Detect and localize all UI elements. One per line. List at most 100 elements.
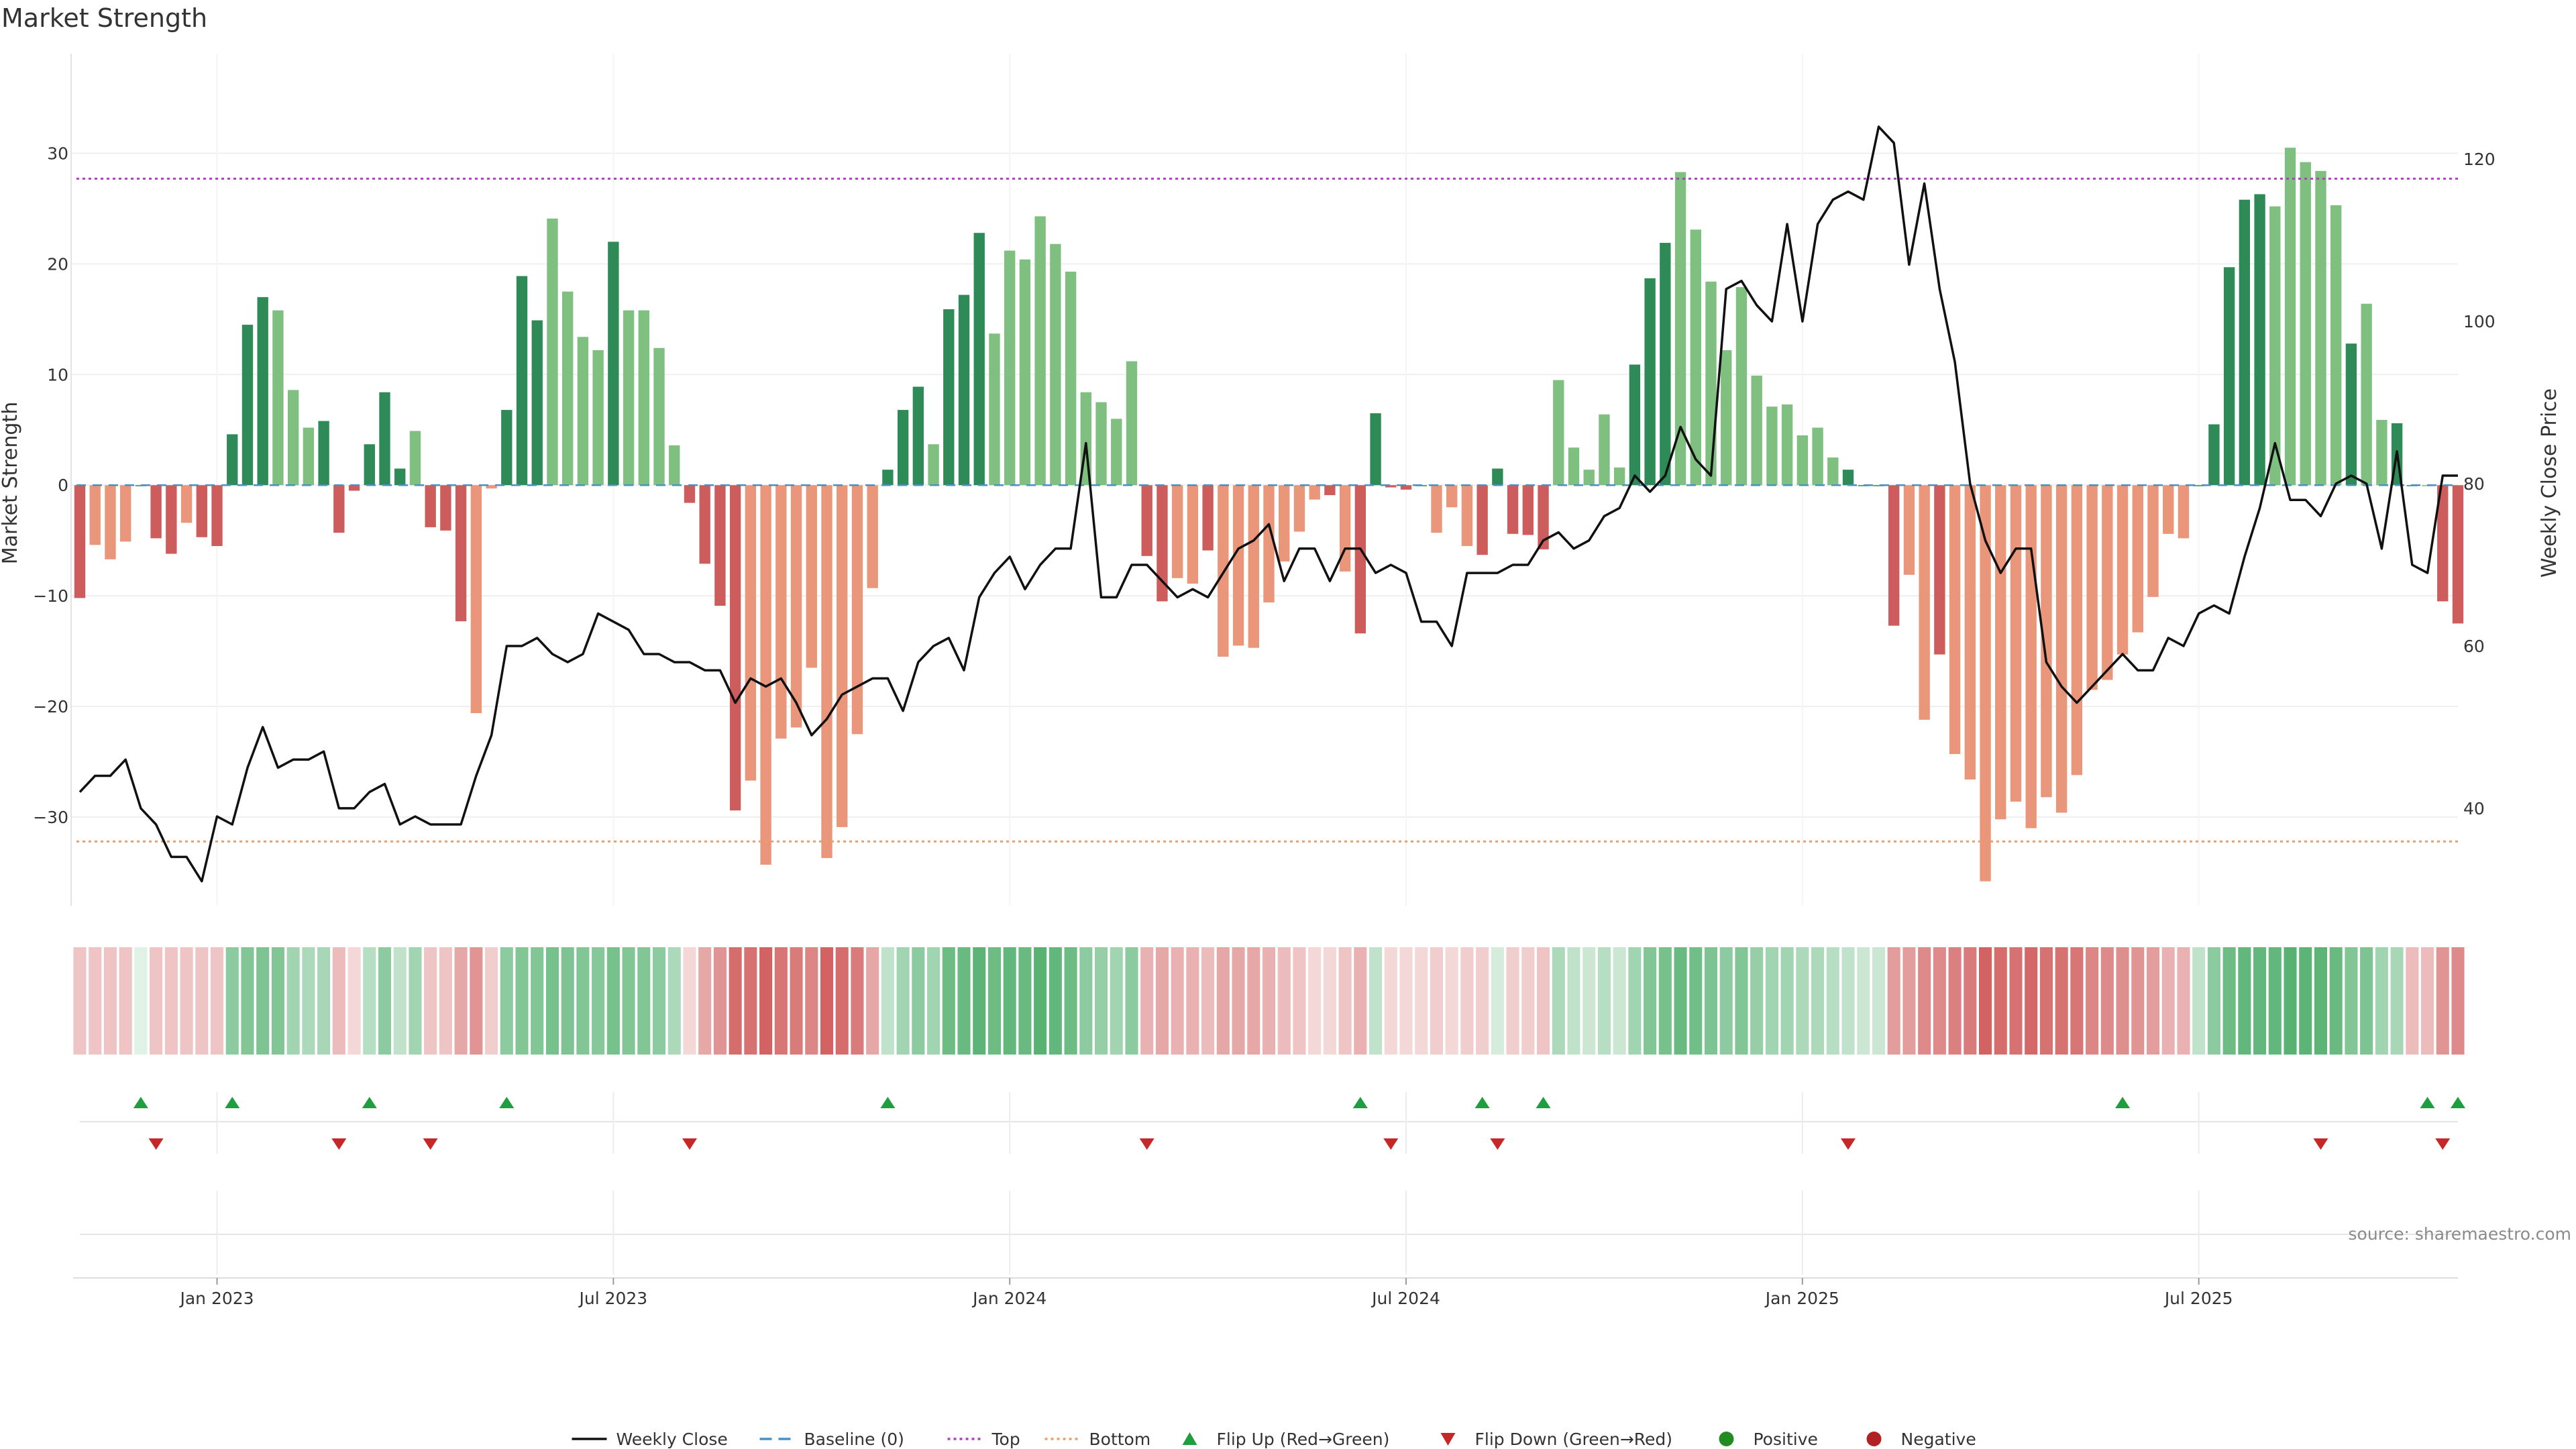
strength-bar [2239, 199, 2251, 486]
strength-bar [1354, 485, 1366, 634]
strength-bar [790, 485, 802, 728]
heat-cell [2146, 947, 2160, 1055]
strength-bar [2147, 485, 2159, 597]
heat-cell [881, 947, 894, 1055]
strength-bar [1660, 243, 1671, 486]
heat-cell [195, 947, 209, 1055]
heat-cell [1644, 947, 1657, 1055]
right-tick-label: 80 [2463, 474, 2485, 494]
flip-down-marker [331, 1138, 347, 1150]
strength-bar [775, 485, 787, 739]
strength-bar [882, 470, 894, 486]
strength-bar [1751, 375, 1762, 486]
heat-cell [2192, 947, 2206, 1055]
flip-up-marker [880, 1097, 896, 1108]
heat-cell [2100, 947, 2114, 1055]
strength-bar [592, 350, 604, 486]
heat-cell [2329, 947, 2343, 1055]
heat-cell [1003, 947, 1016, 1055]
strength-bar [425, 485, 436, 527]
heat-cell [683, 947, 696, 1055]
heat-cell [500, 947, 513, 1055]
strength-bar [2269, 206, 2281, 486]
legend-label: Flip Up (Red→Green) [1217, 1430, 1390, 1449]
strength-bar [318, 421, 329, 486]
main-gridlines [71, 54, 2458, 906]
strength-bar [1583, 470, 1595, 486]
heat-cell [698, 947, 712, 1055]
strength-bar [1111, 419, 1122, 486]
strength-bar [1553, 380, 1564, 486]
heat-cell [1018, 947, 1032, 1055]
heat-cell [1216, 947, 1230, 1055]
strength-bar [272, 310, 284, 486]
heat-cell [2284, 947, 2297, 1055]
right-tick-label: 100 [2463, 312, 2496, 331]
heat-cell [1369, 947, 1383, 1055]
heat-cell [866, 947, 879, 1055]
strength-bar [958, 294, 970, 486]
heat-cell [1171, 947, 1184, 1055]
heat-cell [1964, 947, 1977, 1055]
strength-bar [2041, 485, 2052, 798]
heat-cell [1338, 947, 1352, 1055]
strength-bar [2055, 485, 2068, 813]
heat-cell [2421, 947, 2434, 1055]
heat-cell [2375, 947, 2388, 1055]
strength-bar [1995, 485, 2006, 820]
strength-bar [348, 485, 360, 491]
heat-cell [1445, 947, 1458, 1055]
heat-cell [576, 947, 590, 1055]
heat-cell [942, 947, 955, 1055]
heat-cell [1674, 947, 1687, 1055]
strength-bar [1873, 485, 1884, 486]
flip-up-marker [2451, 1097, 2465, 1108]
strength-bar [684, 485, 696, 503]
heat-cell [1765, 947, 1778, 1055]
heat-cell [820, 947, 834, 1055]
heat-cell [2436, 947, 2449, 1055]
heat-cell [531, 947, 544, 1055]
strength-bar [303, 427, 315, 486]
heat-cell [545, 947, 559, 1055]
strength-bar [501, 410, 513, 486]
heat-cell [2299, 947, 2312, 1055]
heat-cell [1582, 947, 1596, 1055]
left-tick-label: −20 [33, 697, 68, 716]
flip-down-marker [2435, 1138, 2451, 1150]
heat-cell [1064, 947, 1077, 1055]
heat-cell [286, 947, 300, 1055]
flip-up-marker [499, 1097, 515, 1108]
strength-bar [638, 310, 649, 486]
left-tick-label: −30 [33, 808, 68, 827]
x-tick-label: Jan 2025 [1764, 1289, 1839, 1308]
heat-cell [1994, 947, 2007, 1055]
strength-bar [2102, 485, 2113, 680]
flip-down-marker [1490, 1138, 1505, 1150]
legend-label: Top [991, 1430, 1020, 1449]
heat-cell [2268, 947, 2282, 1055]
heat-cell [271, 947, 284, 1055]
heat-cell [1521, 947, 1535, 1055]
right-axis-label: Weekly Close Price [2538, 388, 2561, 578]
heat-cell [2451, 947, 2465, 1055]
strength-bar [2116, 485, 2129, 655]
strength-bar [1690, 229, 1701, 486]
strength-bar [943, 309, 955, 486]
strength-bar [1279, 485, 1290, 562]
right-tick-label: 120 [2463, 150, 2496, 169]
strength-bars [74, 148, 2464, 881]
heat-cell [470, 947, 483, 1055]
heat-cell [2039, 947, 2053, 1055]
strength-bar [1461, 485, 1473, 546]
heat-cell [1704, 947, 1718, 1055]
strength-bar [1781, 404, 1793, 486]
strength-bar [1293, 485, 1305, 532]
heat-cell [1460, 947, 1474, 1055]
heat-cell [1658, 947, 1672, 1055]
strength-bar [1126, 361, 1138, 486]
strength-bar [455, 485, 467, 622]
strength-bar [1050, 244, 1061, 486]
strength-bar [1248, 485, 1259, 648]
heat-cell [667, 947, 681, 1055]
